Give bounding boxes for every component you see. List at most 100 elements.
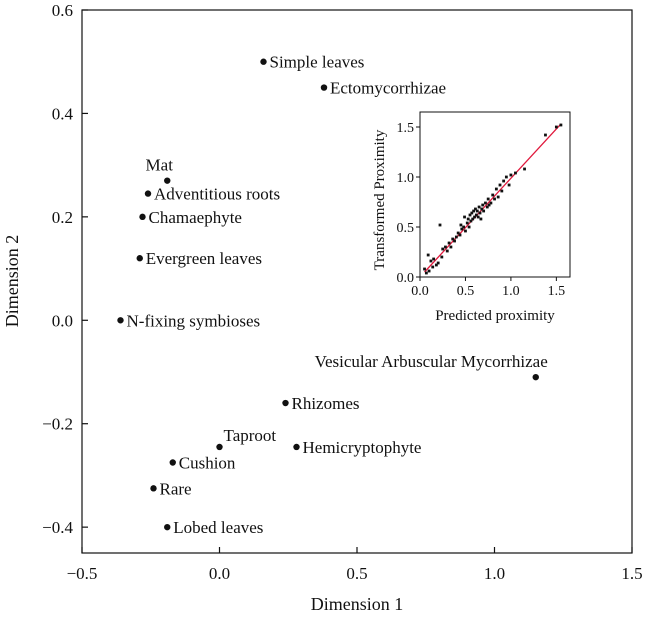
data-point: [260, 58, 267, 65]
inset-y-tick-label: 1.0: [397, 171, 415, 186]
main-x-tick-label: 1.5: [621, 564, 642, 583]
main-y-axis-title: Dimension 2: [2, 235, 22, 328]
inset-x-tick-label: 1.0: [502, 284, 520, 299]
inset-data-point: [465, 221, 469, 225]
data-point: [532, 373, 539, 381]
inset-data-point: [470, 211, 474, 215]
data-point: [117, 317, 124, 324]
inset-data-point: [474, 213, 478, 217]
inset-y-tick-label: 0.5: [397, 221, 415, 236]
inset-data-point: [427, 269, 431, 273]
data-point: [164, 177, 171, 184]
inset-data-point: [434, 263, 438, 267]
inset-data-point: [500, 189, 504, 193]
inset-data-point: [444, 245, 447, 249]
inset-x-tick-label: 1.5: [548, 284, 566, 299]
data-point: [139, 213, 146, 221]
inset-data-point: [432, 257, 436, 261]
point-label: Ectomycorrhizae: [330, 79, 446, 98]
inset-data-point: [468, 213, 472, 217]
main-x-tick-label: −0.5: [67, 564, 98, 583]
inset-data-point: [436, 261, 440, 265]
point-label: Hemicryptophyte: [303, 438, 422, 457]
data-point: [144, 190, 152, 197]
inset-data-point: [440, 255, 444, 259]
inset-data-point: [467, 225, 471, 229]
inset-data-point: [424, 271, 428, 275]
inset-data-point: [559, 123, 563, 127]
point-label: Lobed leaves: [173, 518, 263, 537]
inset-data-point: [485, 205, 489, 209]
point-label: Adventitious roots: [154, 185, 280, 204]
inset-data-point: [431, 265, 435, 269]
data-point: [216, 443, 223, 451]
point-label: N-fixing symbioses: [127, 311, 261, 330]
inset-x-tick-label: 0.5: [457, 284, 475, 299]
inset-data-point: [459, 223, 463, 227]
inset-x-axis-title: Predicted proximity: [435, 308, 555, 324]
inset-data-point: [480, 207, 484, 211]
main-y-tick-label: 0.4: [52, 104, 74, 123]
point-label: Rare: [160, 479, 192, 498]
data-point: [293, 443, 300, 451]
data-point: [136, 255, 143, 262]
point-label: Simple leaves: [270, 53, 365, 72]
inset-data-point: [487, 203, 491, 207]
inset-data-point: [482, 209, 486, 213]
inset-data-point: [494, 187, 498, 191]
inset-data-point: [469, 219, 473, 223]
inset-data-point: [451, 237, 455, 241]
inset-data-point: [486, 197, 490, 201]
inset-data-point: [475, 209, 479, 213]
inset-data-point: [491, 193, 495, 197]
data-point: [320, 84, 328, 91]
data-point: [169, 459, 176, 466]
inset-x-tick-label: 0.0: [411, 284, 429, 299]
inset-data-point: [462, 225, 466, 229]
main-x-tick-label: 0.5: [346, 564, 367, 583]
inset-data-point: [507, 183, 511, 187]
inset-data-point: [429, 259, 433, 263]
inset-data-point: [423, 267, 426, 271]
main-scatter-plot: −0.5 0.0 0.5 1.0 1.5 −0.4 −0.2 0.0 0.2 0.4 0.6 Si…: [2, 1, 643, 614]
inset-data-point: [514, 171, 517, 175]
inset-data-point: [509, 173, 513, 177]
inset-data-point: [479, 217, 483, 221]
inset-y-tick-label: 1.5: [397, 121, 415, 136]
point-label: Cushion: [179, 454, 236, 473]
main-y-axis: −0.4 −0.2 0.0 0.2 0.4 0.6: [42, 1, 88, 537]
inset-data-point: [454, 235, 458, 239]
main-y-tick-label: −0.2: [42, 415, 73, 434]
main-x-axis: −0.5 0.0 0.5 1.0 1.5: [67, 547, 643, 583]
inset-plot-frame: [419, 111, 571, 278]
main-y-tick-label: 0.0: [52, 311, 73, 330]
main-x-tick-label: 0.0: [209, 564, 230, 583]
inset-data-point: [493, 197, 496, 201]
inset-y-axis-title: Transformed Proximity: [372, 129, 388, 270]
inset-x-axis: 0.0 0.5 1.0 1.5: [411, 277, 565, 299]
inset-data-point: [458, 233, 462, 237]
inset-data-point: [474, 207, 477, 211]
point-label: Vesicular Arbuscular Mycorrhizae: [315, 352, 548, 371]
main-x-tick-label: 1.0: [484, 564, 505, 583]
point-label: Taproot: [224, 426, 277, 445]
point-label: Evergreen leaves: [146, 249, 262, 268]
main-y-tick-label: 0.6: [52, 1, 73, 20]
main-y-tick-label: −0.4: [42, 518, 73, 537]
inset-data-point: [554, 125, 558, 129]
data-point: [282, 399, 289, 407]
inset-data-point: [476, 215, 480, 219]
inset-data-point: [478, 211, 482, 215]
inset-data-point: [460, 227, 464, 231]
inset-scatter-plot: 0.0 0.5 1.0 1.5 0.0 0.5 1.0 1.5 Predicted prox…: [365, 100, 615, 330]
inset-data-point: [496, 195, 500, 199]
inset-plot-backdrop: [365, 100, 615, 330]
inset-data-point: [426, 253, 430, 257]
inset-data-point: [449, 245, 453, 249]
inset-data-point: [498, 183, 502, 187]
inset-fit-line: [424, 123, 562, 273]
point-label: Chamaephyte: [149, 208, 242, 227]
inset-data-point: [471, 217, 475, 221]
inset-data-point: [456, 231, 460, 235]
inset-data-point: [544, 133, 547, 137]
